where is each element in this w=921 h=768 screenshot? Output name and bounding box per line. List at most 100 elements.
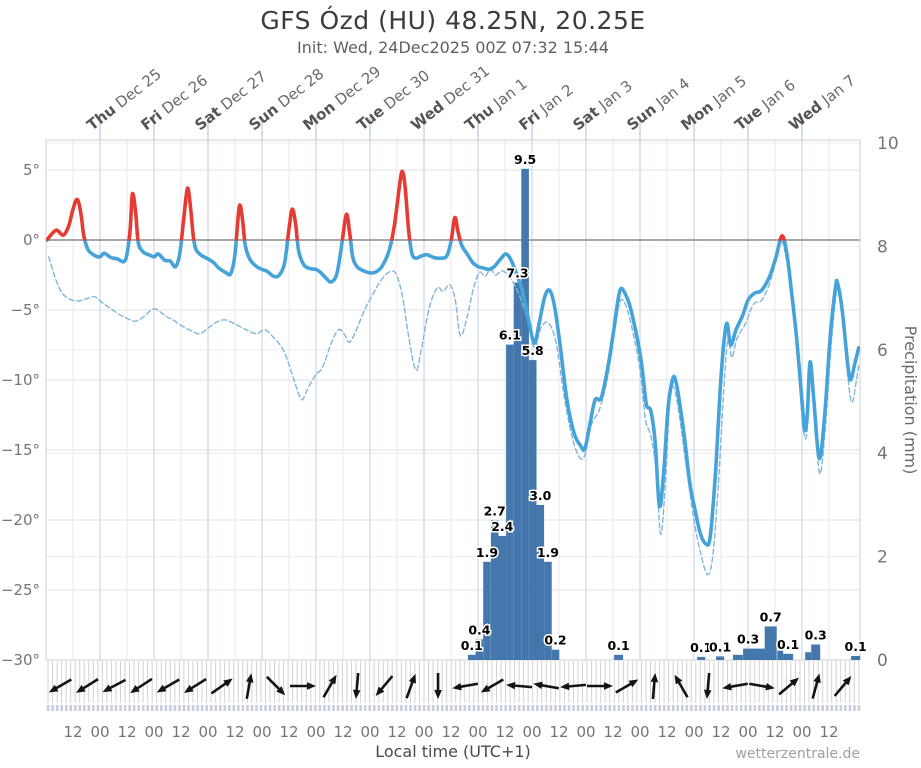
precip-value-label: 0.1 <box>709 639 731 654</box>
precip-value-label: 7.3 <box>506 266 528 281</box>
hour-dot <box>110 705 113 711</box>
wind-arrow-shaft <box>538 683 560 690</box>
wind-arrow-head <box>352 689 361 699</box>
temp-tick-label: −30° <box>1 651 40 669</box>
hour-dot <box>55 705 59 711</box>
temperature-line-below-zero <box>46 239 860 547</box>
wind-arrow-shaft <box>405 678 415 699</box>
hour-dot <box>667 705 671 711</box>
wind-arrow-head <box>506 681 516 690</box>
hour-dot <box>291 705 295 711</box>
x-axis-title: Local time (UTC+1) <box>375 742 531 761</box>
precip-bar-labels: 0.10.41.92.72.46.17.39.55.83.01.90.2 0.1 0… <box>459 150 868 656</box>
wind-arrow-shaft <box>778 680 796 696</box>
wind-arrow-shaft <box>53 678 72 691</box>
wind-arrow-shaft <box>676 679 689 698</box>
hour-dot <box>422 705 426 711</box>
precip-bar <box>498 535 507 660</box>
hour-dot <box>64 705 68 711</box>
wind-arrow-head <box>130 684 140 694</box>
precip-axis-ticks: 10 8 6 4 2 0 Precipitation (mm) <box>877 134 920 671</box>
precip-value-label: 0.1 <box>690 640 712 655</box>
hour-dot <box>735 705 738 711</box>
wind-arrow-shaft <box>322 679 335 698</box>
wind-arrow-head <box>703 689 712 699</box>
hour-dot <box>567 705 571 711</box>
hour-dot <box>440 705 444 711</box>
hour-dot <box>640 705 643 711</box>
hour-dot <box>282 705 285 711</box>
hour-dot <box>839 705 843 711</box>
hour-dot <box>391 705 394 711</box>
precip-bar <box>764 626 777 660</box>
hour-dot <box>857 705 861 711</box>
wind-arrow-head <box>765 682 775 691</box>
hour-dot <box>844 705 847 711</box>
hour-dot <box>404 705 408 711</box>
day-label: Sat Jan 3 <box>569 77 635 134</box>
temperature-curves <box>46 169 860 576</box>
time-tick-label: 00 <box>306 723 325 741</box>
wind-arrow-head <box>813 673 821 684</box>
hour-dot <box>60 705 63 711</box>
precip-bar <box>475 639 484 660</box>
hour-dot <box>409 705 412 711</box>
hour-dot <box>382 705 385 711</box>
precip-bar <box>716 656 725 660</box>
hour-dot <box>354 705 358 711</box>
precip-bar <box>777 650 784 660</box>
precip-tick-label: 6 <box>877 341 888 361</box>
hour-dot <box>300 705 304 711</box>
hour-dot <box>558 705 562 711</box>
temp-tick-label: −5° <box>10 301 40 319</box>
wind-arrow-shaft <box>245 678 252 700</box>
hour-dot <box>228 705 231 711</box>
hour-dot <box>758 705 761 711</box>
precip-tick-label: 4 <box>877 444 888 464</box>
wind-arrow-head <box>276 686 286 696</box>
hour-dot <box>717 705 720 711</box>
hour-dot <box>753 705 757 711</box>
hour-dot <box>508 705 512 711</box>
precip-value-label: 0.1 <box>777 637 799 652</box>
hour-dot <box>232 705 236 711</box>
hour-dot <box>771 705 775 711</box>
wind-arrow-head <box>102 684 113 693</box>
hour-dot <box>137 705 140 711</box>
hour-dot <box>83 705 86 711</box>
wind-arrow-head <box>533 681 543 690</box>
hour-dot <box>191 705 195 711</box>
hour-dot <box>712 705 716 711</box>
hour-dot <box>803 705 806 711</box>
hour-dot <box>835 705 838 711</box>
time-tick-label: 12 <box>387 723 406 741</box>
hour-dot <box>436 705 439 711</box>
wind-arrow-head <box>48 684 59 693</box>
precip-value-label: 0.1 <box>845 639 867 654</box>
time-tick-label: 12 <box>63 723 82 741</box>
hour-dot <box>173 705 177 711</box>
hour-dot <box>490 705 494 711</box>
hour-dot <box>363 705 367 711</box>
hour-dot <box>146 705 150 711</box>
hour-dot <box>545 705 548 711</box>
hour-dot <box>273 705 276 711</box>
precip-value-label: 1.9 <box>476 545 498 560</box>
time-tick-label: 12 <box>279 723 298 741</box>
precip-value-label: 1.9 <box>537 545 559 560</box>
hour-dot <box>472 705 476 711</box>
hour-dot <box>581 705 584 711</box>
hour-dot <box>69 705 73 711</box>
hour-dot <box>431 705 435 711</box>
hour-dot <box>830 705 834 711</box>
hour-dot <box>644 705 648 711</box>
watermark: wetterzentrale.de <box>735 746 860 762</box>
hour-dot <box>662 705 666 711</box>
day-label-text: Sat Jan 3 <box>569 77 635 134</box>
hour-dot <box>277 705 281 711</box>
wind-arrow-head <box>434 690 442 699</box>
hour-dot <box>526 705 530 711</box>
temp-tick-label: 5° <box>23 161 40 179</box>
precip-value-label: 2.7 <box>484 503 506 518</box>
